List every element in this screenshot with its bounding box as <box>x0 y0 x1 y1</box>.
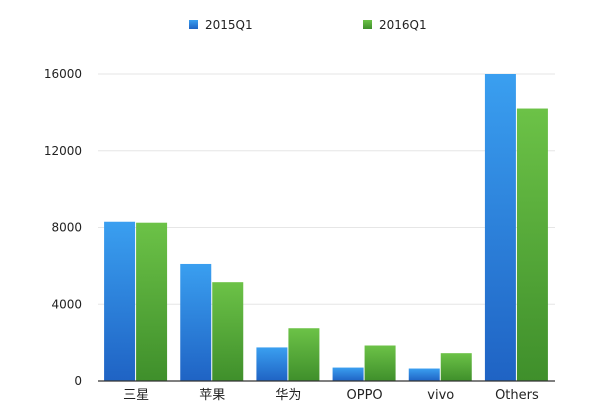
x-axis-labels: 三星 苹果 华为 OPPO vivo Others <box>123 388 539 403</box>
bar-2016Q1-1 <box>212 282 244 381</box>
x-category-label: 苹果 <box>199 388 225 403</box>
x-category-label: vivo <box>427 388 454 403</box>
x-category-label: 华为 <box>275 388 301 403</box>
x-category-label: OPPO <box>347 388 383 403</box>
legend: 2015Q1 2016Q1 <box>189 18 427 32</box>
bar-2015Q1-1 <box>180 263 212 381</box>
bar-2016Q1-0 <box>136 222 168 381</box>
bar-2016Q1-4 <box>440 353 472 381</box>
bar-2016Q1-3 <box>364 345 396 381</box>
bar-2016Q1-5 <box>516 108 548 381</box>
bar-2015Q1-0 <box>104 221 136 381</box>
bar-2015Q1-2 <box>256 347 288 381</box>
bar-2015Q1-5 <box>484 74 516 381</box>
legend-swatch <box>189 20 198 29</box>
legend-item: 2015Q1 <box>189 18 253 32</box>
y-axis-ticks: 0 4000 8000 12000 16000 <box>44 67 82 388</box>
x-category-label: 三星 <box>123 388 149 403</box>
bars <box>104 74 548 381</box>
y-tick-label: 0 <box>74 374 82 388</box>
gridlines <box>98 73 555 305</box>
bar-2015Q1-4 <box>408 368 440 381</box>
legend-label: 2015Q1 <box>205 18 253 32</box>
y-tick-label: 12000 <box>44 144 82 158</box>
y-tick-label: 16000 <box>44 67 82 81</box>
y-tick-label: 8000 <box>51 221 82 235</box>
legend-swatch <box>363 20 372 29</box>
legend-label: 2016Q1 <box>379 18 427 32</box>
x-category-label: Others <box>495 388 539 403</box>
bar-2015Q1-3 <box>332 367 364 381</box>
y-tick-label: 4000 <box>51 297 82 311</box>
bar-2016Q1-2 <box>288 328 320 381</box>
legend-item: 2016Q1 <box>363 18 427 32</box>
